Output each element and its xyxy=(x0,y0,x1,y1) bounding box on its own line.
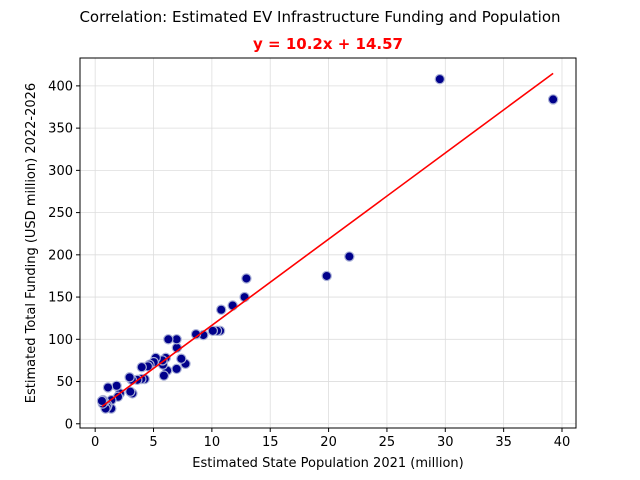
data-point xyxy=(241,273,252,284)
y-tick-label: 300 xyxy=(48,164,73,179)
data-point xyxy=(124,372,135,383)
regression-line xyxy=(101,72,554,408)
x-tick-label: 30 xyxy=(437,435,454,450)
x-tick-label: 20 xyxy=(320,435,337,450)
data-point xyxy=(163,334,174,345)
y-tick-label: 350 xyxy=(48,122,73,137)
x-axis-label: Estimated State Population 2021 (million… xyxy=(192,456,463,471)
fit-layer xyxy=(101,72,554,408)
data-point xyxy=(171,363,182,375)
y-tick-label: 0 xyxy=(65,417,73,432)
data-point xyxy=(344,251,355,262)
data-point xyxy=(547,94,559,105)
y-tick-label: 50 xyxy=(56,375,73,390)
y-axis-label: Estimated Total Funding (USD million) 20… xyxy=(24,83,39,403)
x-tick-label: 0 xyxy=(91,435,99,450)
data-point xyxy=(227,300,238,311)
x-tick-label: 25 xyxy=(379,435,396,450)
data-point xyxy=(125,386,136,397)
points-layer xyxy=(96,73,559,414)
data-point xyxy=(321,270,332,282)
chart-title: Correlation: Estimated EV Infrastructure… xyxy=(79,8,560,26)
y-tick-label: 100 xyxy=(48,333,73,348)
y-tick-label: 200 xyxy=(48,248,73,263)
y-tick-label: 400 xyxy=(48,79,73,94)
grid-layer xyxy=(80,58,576,428)
data-point xyxy=(176,353,187,364)
x-tick-label: 35 xyxy=(495,435,512,450)
data-point xyxy=(102,382,114,393)
data-point xyxy=(136,361,147,373)
plot-frame xyxy=(79,57,577,429)
x-tick-label: 15 xyxy=(262,435,279,450)
x-tick-label: 10 xyxy=(204,435,221,450)
data-point xyxy=(111,380,122,391)
y-axis-ticks: 0 50 100 150 200 250 300 350 400 xyxy=(48,79,80,432)
data-point xyxy=(434,73,446,85)
fit-equation: y = 10.2x + 14.57 xyxy=(253,35,403,53)
x-tick-label: 40 xyxy=(554,435,571,450)
x-axis-ticks: 0 5 10 15 20 25 30 35 40 xyxy=(91,428,570,450)
data-point xyxy=(207,325,219,337)
y-tick-label: 150 xyxy=(48,291,73,306)
data-point xyxy=(158,370,170,381)
y-tick-label: 250 xyxy=(48,206,73,221)
x-tick-label: 5 xyxy=(149,435,157,450)
data-point xyxy=(216,304,227,315)
